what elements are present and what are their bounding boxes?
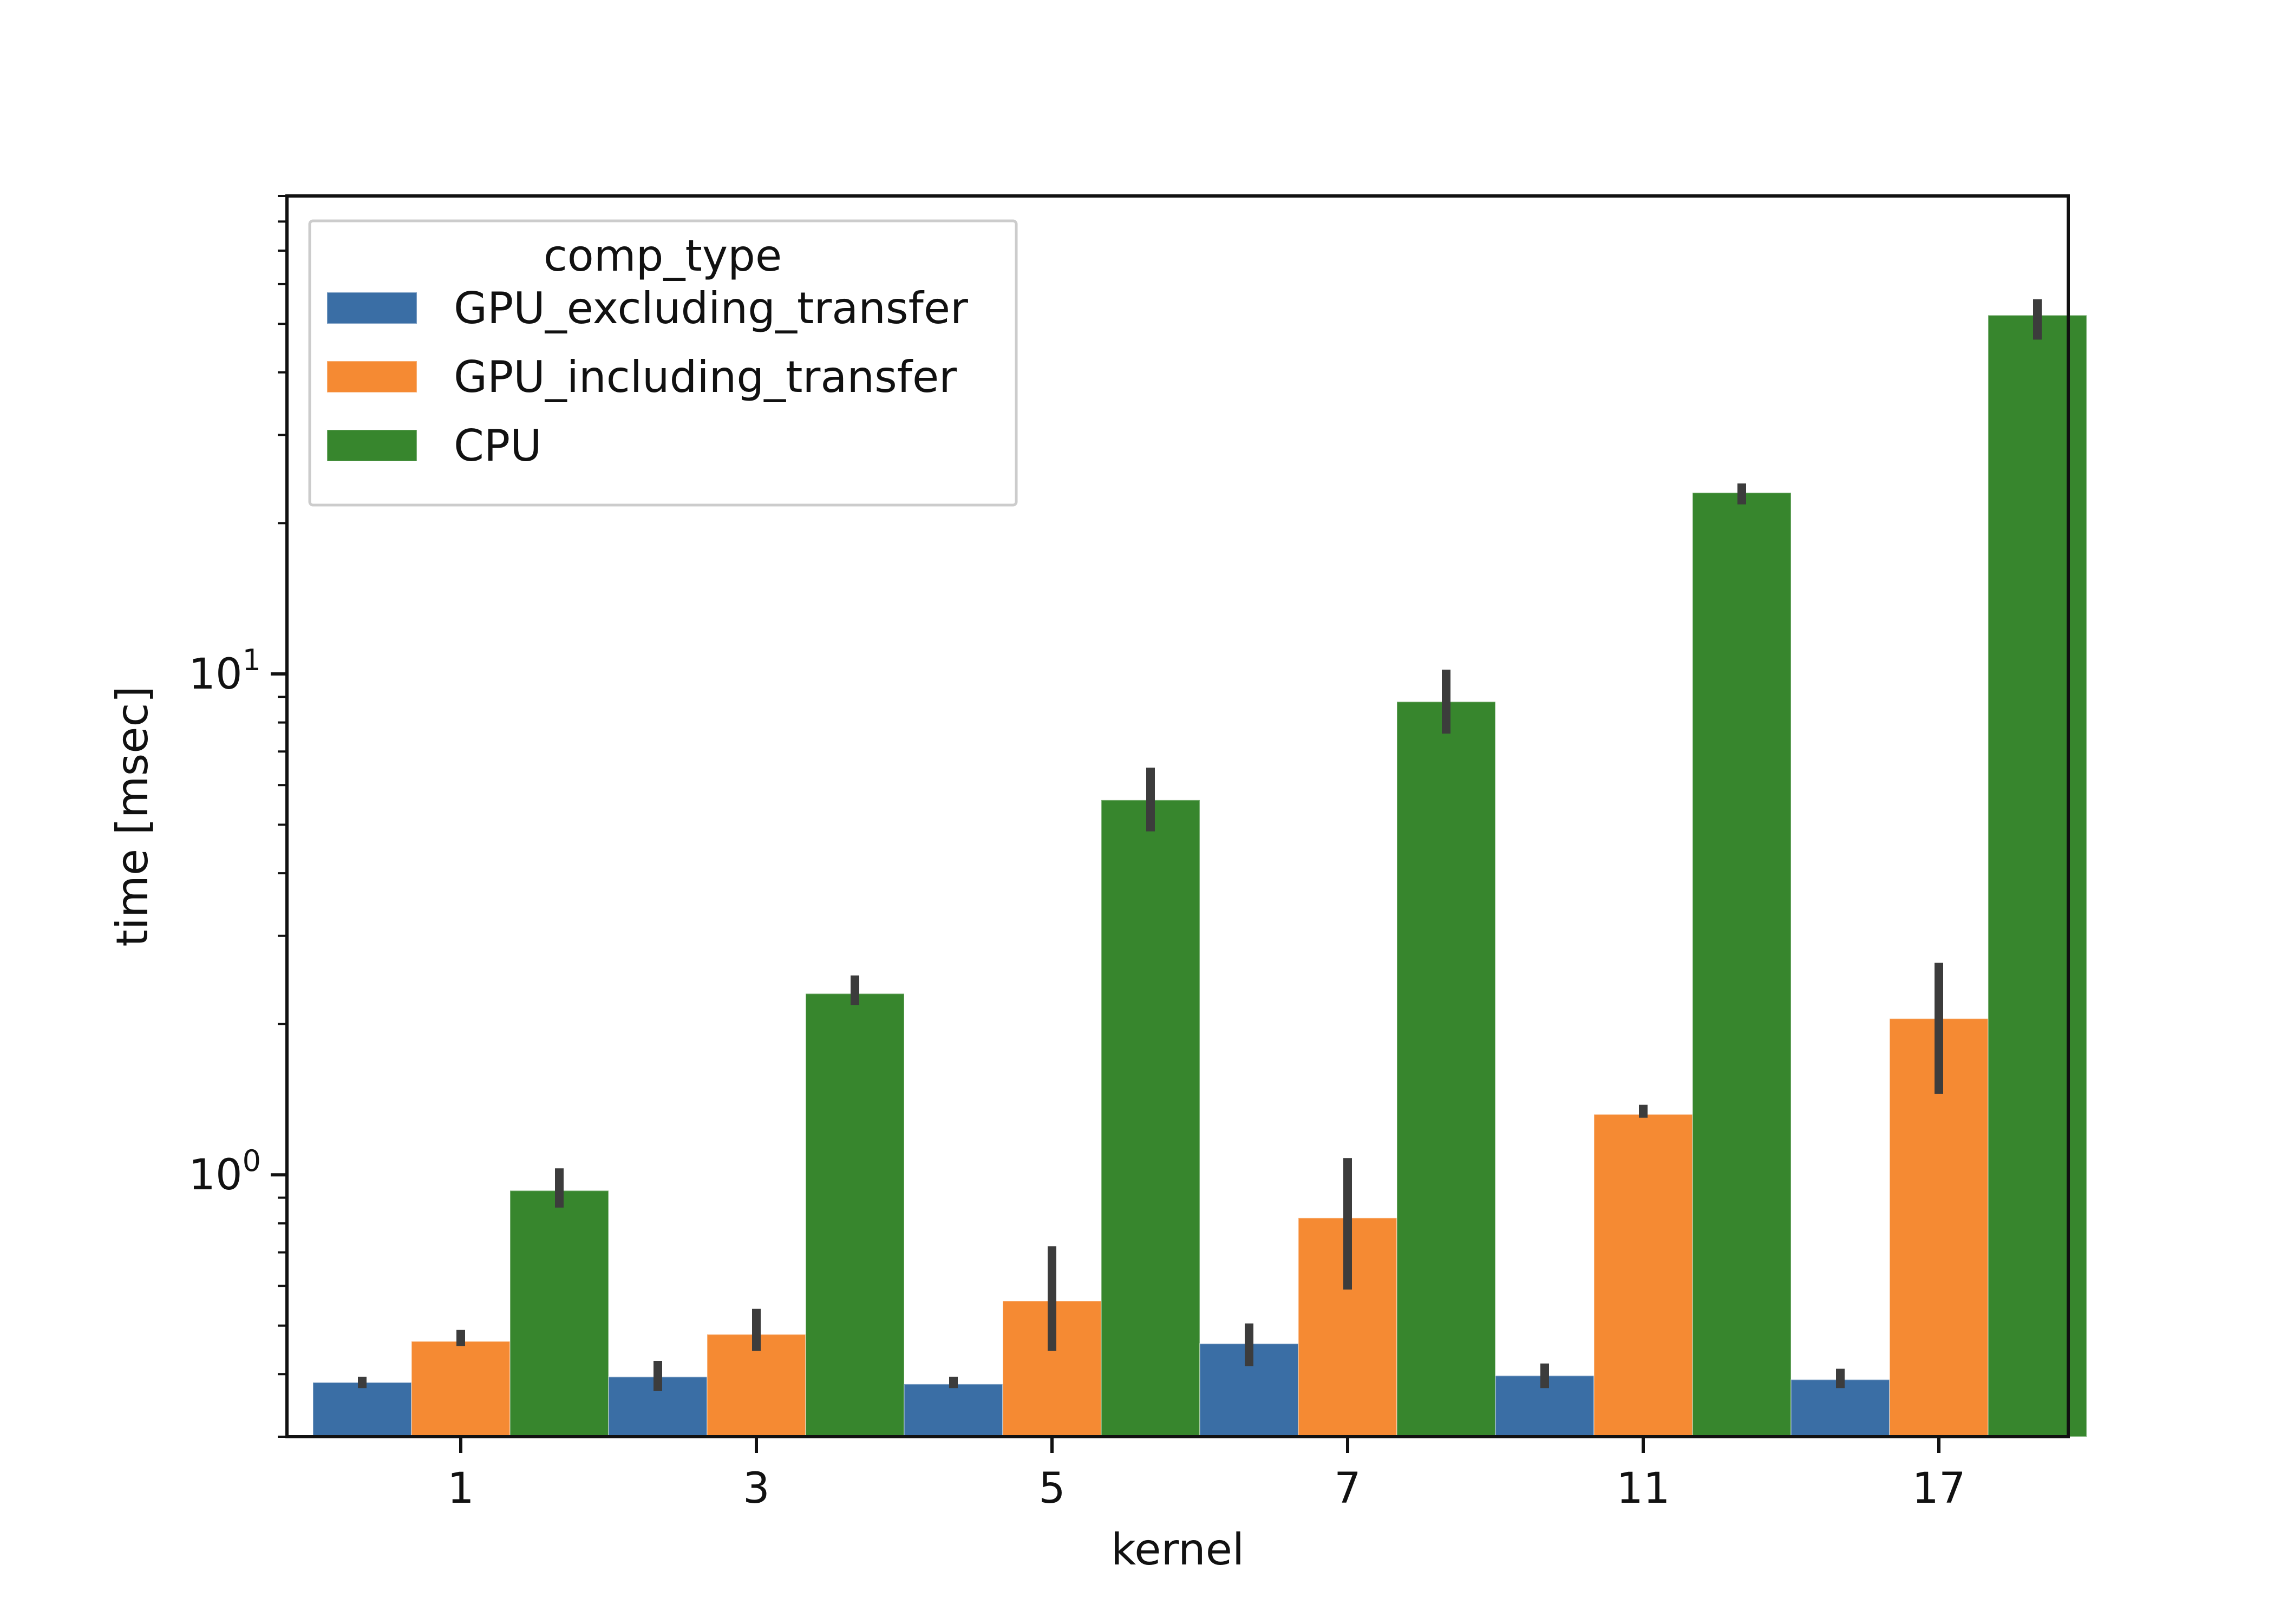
- x-tick-label-3: 3: [743, 1464, 770, 1513]
- bar-gpu-excluding-transfer-kernel-17: [1791, 1379, 1890, 1438]
- error-bars-layer: [358, 299, 2042, 1391]
- y-ticks-layer: 100 101: [188, 195, 287, 1438]
- y-tick-label: 101: [188, 643, 261, 699]
- x-tick-label-11: 11: [1616, 1464, 1670, 1513]
- x-tick-label-1: 1: [447, 1464, 474, 1513]
- x-tick-label-7: 7: [1334, 1464, 1361, 1513]
- legend-title: comp_type: [544, 231, 782, 281]
- legend-swatch-gpu-including-transfer: [326, 361, 417, 393]
- legend-label-cpu: CPU: [454, 421, 542, 471]
- bar-cpu-kernel-17: [1988, 315, 2087, 1438]
- bar-cpu-kernel-3: [805, 993, 905, 1437]
- bar-cpu-kernel-11: [1692, 492, 1792, 1438]
- bar-gpu-excluding-transfer-kernel-1: [312, 1381, 412, 1438]
- bar-cpu-kernel-7: [1396, 701, 1496, 1437]
- axes-frame: [285, 194, 2070, 1438]
- bars-layer: [312, 315, 2087, 1438]
- y-axis-label: time [msec]: [107, 686, 158, 946]
- legend-frame: [308, 219, 1018, 507]
- bar-gpu-including-transfer-kernel-11: [1593, 1114, 1693, 1438]
- x-axis-label: kernel: [1111, 1524, 1244, 1575]
- x-tick-label-17: 17: [1912, 1464, 1965, 1513]
- legend-swatch-gpu-excluding-transfer: [326, 292, 417, 324]
- x-tick-label-5: 5: [1038, 1464, 1066, 1513]
- legend-entries: GPU_excluding_transfer GPU_including_tran…: [326, 283, 968, 471]
- legend-label-gpu-including-transfer: GPU_including_transfer: [454, 352, 957, 402]
- legend: comp_type GPU_excluding_transfer GPU_incl…: [308, 219, 1018, 507]
- x-ticks-layer: 1 3 5 7 11 17: [447, 1437, 1966, 1513]
- legend-swatch-cpu: [326, 429, 417, 462]
- legend-label-gpu-excluding-transfer: GPU_excluding_transfer: [454, 283, 968, 333]
- bar-cpu-kernel-5: [1101, 799, 1200, 1437]
- bar-gpu-excluding-transfer-kernel-5: [904, 1383, 1003, 1437]
- bar-cpu-kernel-1: [509, 1190, 609, 1437]
- bar-gpu-including-transfer-kernel-1: [411, 1340, 511, 1437]
- y-tick-label: 100: [188, 1144, 261, 1200]
